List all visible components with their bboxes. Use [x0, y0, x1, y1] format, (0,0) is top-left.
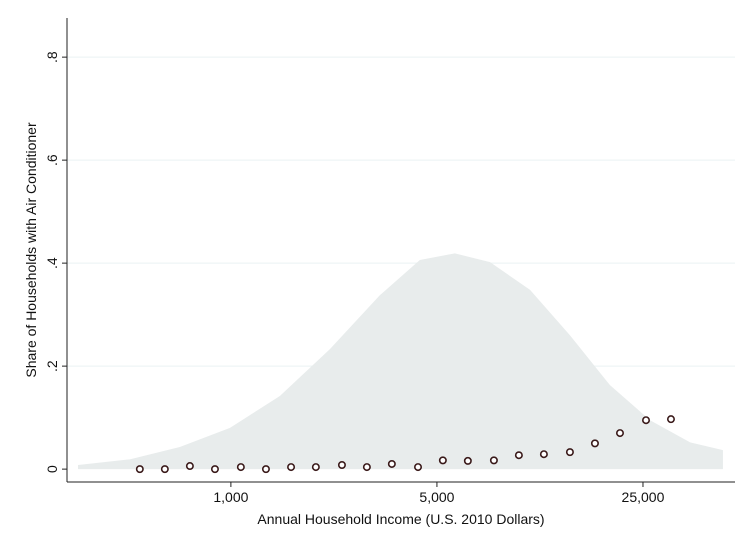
y-tick-label: .4	[44, 257, 60, 269]
y-tick-label: 0	[44, 465, 60, 473]
point	[185, 462, 194, 471]
point	[514, 451, 523, 460]
point	[539, 450, 548, 459]
x-tick-label: 5,000	[419, 489, 454, 505]
point	[210, 465, 219, 474]
point	[287, 463, 296, 472]
y-axis-label: Share of Households with Air Conditioner	[23, 122, 39, 378]
point	[337, 461, 346, 470]
point	[311, 463, 320, 472]
point	[590, 439, 599, 448]
point	[615, 429, 624, 438]
point	[666, 415, 675, 424]
point	[642, 416, 651, 425]
point	[261, 465, 270, 474]
point	[236, 463, 245, 472]
y-tick-label: .2	[44, 360, 60, 372]
y-tick-label: .6	[44, 154, 60, 166]
point	[362, 463, 371, 472]
point	[463, 456, 472, 465]
point	[489, 456, 498, 465]
point	[438, 456, 447, 465]
x-axis-label: Annual Household Income (U.S. 2010 Dolla…	[257, 511, 544, 527]
point	[160, 465, 169, 474]
point	[387, 459, 396, 468]
x-tick-label: 25,000	[622, 489, 665, 505]
point	[414, 463, 423, 472]
x-tick-label: 1,000	[213, 489, 248, 505]
density-area	[78, 253, 723, 470]
point	[135, 465, 144, 474]
point	[565, 448, 574, 457]
y-tick-label: .8	[44, 51, 60, 63]
